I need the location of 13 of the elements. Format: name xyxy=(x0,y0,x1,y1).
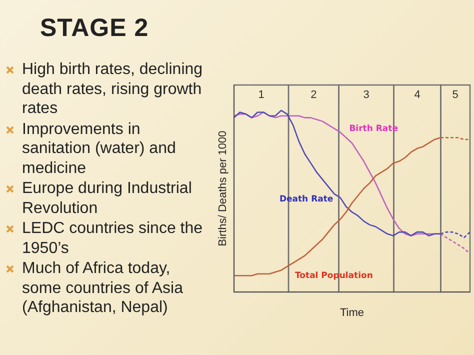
text: High birth rates, declining death rates, rising growth rates xyxy=(22,60,204,118)
text: Much of Africa today, some countries of Asia (Afghanistan, Nepal) xyxy=(22,259,184,318)
y-axis-title: Births/ Deaths per 1000 xyxy=(216,130,229,246)
text: LEDC countries since the 1950’s xyxy=(22,219,204,258)
text: 3 xyxy=(363,88,370,101)
text: 2 xyxy=(310,88,317,101)
text: Improvements in sanitation (water) and medicine xyxy=(22,120,177,178)
x-axis-title: Time xyxy=(340,307,364,319)
text: 4 xyxy=(414,88,420,101)
text: Europe during Industrial Revolution xyxy=(22,179,193,218)
text: 1 xyxy=(258,88,264,101)
text: 5 xyxy=(452,88,458,101)
chart-title: STAGE 2 xyxy=(40,14,149,43)
